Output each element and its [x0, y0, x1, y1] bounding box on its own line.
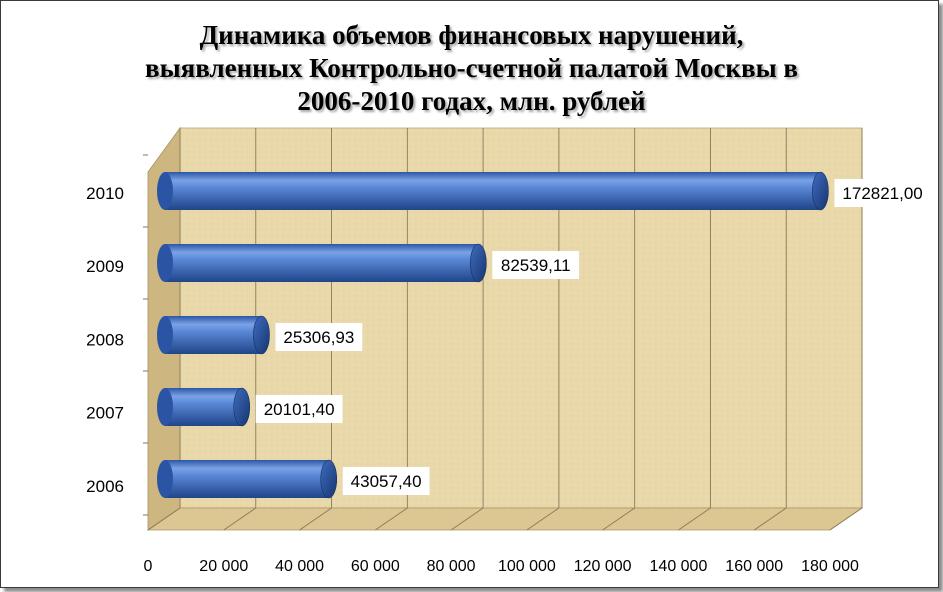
x-tick-label-3: 60 000	[351, 558, 400, 575]
x-tick-label-4: 80 000	[427, 558, 476, 575]
x-tick-label-0: 0	[144, 558, 153, 575]
data-label-2008: 25306,93	[283, 328, 354, 347]
x-tick-label-7: 140 000	[650, 558, 708, 575]
floor-gridline-0	[147, 507, 181, 531]
floor-gridline-4	[450, 507, 484, 531]
bar-end-cap-2009	[470, 243, 487, 283]
bar-start-cap-2010	[157, 172, 173, 210]
data-label-2006: 43057,40	[351, 472, 422, 491]
x-tick-label-5: 100 000	[498, 558, 556, 575]
floor-gridline-8	[753, 507, 787, 531]
floor-gridline-1	[223, 507, 257, 531]
bar-2006	[165, 460, 329, 498]
bar-end-cap-2006	[320, 459, 338, 499]
category-label-2007: 2007	[86, 404, 124, 423]
bar-end-cap-2010	[812, 171, 829, 211]
floor-gridline-9	[829, 507, 863, 531]
x-tick-label-9: 180 000	[801, 558, 859, 575]
data-label-bg-2008	[275, 323, 363, 351]
data-labels: 43057,40 20101,40 25306,93 82539,11 172821,0…	[255, 179, 931, 495]
data-label-bg-2006	[342, 467, 430, 495]
bar-end-cap-2008	[253, 315, 270, 355]
bar-2007	[165, 388, 242, 426]
floor-gridline-3	[375, 507, 408, 531]
floor-gridline-6	[602, 507, 635, 531]
data-label-bg-2009	[492, 251, 580, 279]
x-tick-label-2: 40 000	[275, 558, 324, 575]
x-axis-ticks: 0 20 000 40 000 60 000 80 000 100 000 120 000 1…	[144, 558, 859, 575]
category-label-2008: 2008	[86, 330, 124, 349]
x-tick-label-6: 120 000	[574, 558, 632, 575]
floor-gridline-2	[299, 507, 332, 531]
data-label-2007: 20101,40	[264, 400, 335, 419]
data-label-bg-2007	[255, 395, 343, 423]
data-label-bg-2010	[834, 179, 931, 207]
chart-title-line-2: выявленных Контрольно-счетной палатой Мо…	[145, 53, 798, 83]
bar-start-cap-2006	[157, 460, 173, 498]
bar-start-cap-2009	[157, 244, 173, 282]
floor	[146, 507, 864, 531]
floor-gridline-5	[526, 507, 560, 531]
floor-gridline-7	[678, 507, 711, 531]
x-tick-label-8: 160 000	[725, 558, 783, 575]
bar-start-cap-2008	[157, 316, 173, 354]
category-label-2006: 2006	[86, 477, 124, 496]
chart-title-line-3: 2006-2010 годах, млн. рублей	[297, 86, 646, 116]
bar-2008	[165, 316, 262, 354]
bar-start-cap-2007	[157, 388, 173, 426]
chart-title-line-1: Динамика объемов финансовых нарушений,	[199, 20, 744, 50]
bar-end-cap-2007	[233, 387, 251, 427]
y-axis-categories: 2006 2007 2008 2009 2010	[86, 154, 148, 516]
bars	[157, 171, 829, 499]
x-tick-label-1: 20 000	[199, 558, 248, 575]
data-label-2009: 82539,11	[501, 256, 571, 275]
bar-2009	[165, 244, 479, 282]
category-label-2009: 2009	[86, 257, 124, 276]
category-label-2010: 2010	[86, 184, 124, 203]
data-label-2010: 172821,00	[842, 184, 922, 203]
bar-2010	[165, 172, 821, 210]
